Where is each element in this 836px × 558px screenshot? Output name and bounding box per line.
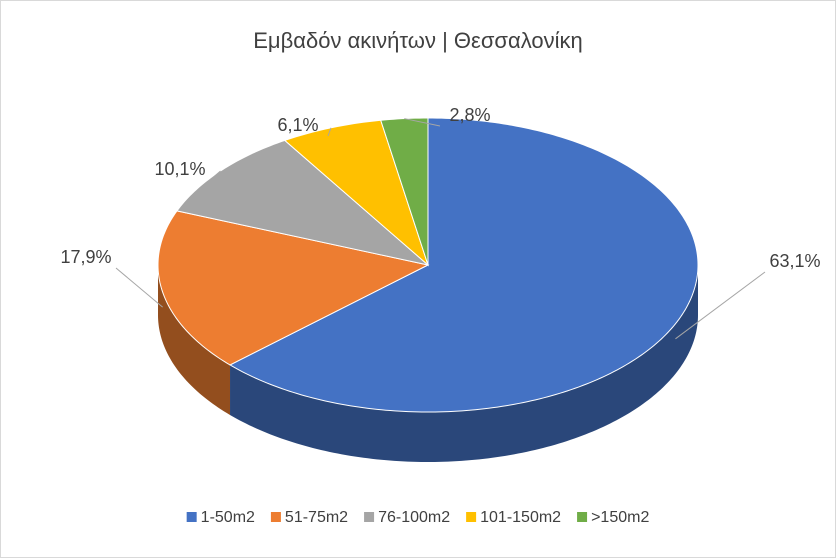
- leader-line: [675, 271, 766, 340]
- legend-swatch: [186, 512, 197, 522]
- leader-line: [327, 127, 332, 137]
- legend-label: >150m2: [591, 509, 649, 526]
- legend-label: 76-100m2: [378, 509, 450, 526]
- data-label: 2,8%: [449, 105, 490, 125]
- legend-label: 51-75m2: [285, 509, 348, 526]
- legend-swatch: [364, 512, 375, 522]
- legend-label: 101-150m2: [480, 509, 561, 526]
- slice: [176, 139, 429, 266]
- chart-title: Εμβαδόν ακινήτων | Θεσσαλονίκη: [253, 28, 582, 53]
- data-label: 6,1%: [277, 115, 318, 135]
- legend-swatch: [577, 512, 588, 522]
- slice-side: [230, 265, 698, 462]
- slice-side: [158, 265, 231, 415]
- legend-label: 1-50m2: [201, 509, 255, 526]
- data-label: 17,9%: [60, 247, 111, 267]
- leader-line: [404, 118, 441, 127]
- slice: [228, 117, 699, 413]
- legend-swatch: [270, 512, 281, 522]
- legend-swatch: [466, 512, 477, 522]
- data-label: 10,1%: [154, 159, 205, 179]
- legend: 1-50m2 51-75m2 76-100m2 101-150m2 >150m2: [186, 509, 649, 526]
- data-label: 63,1%: [769, 251, 820, 271]
- leader-line: [209, 170, 221, 181]
- slice: [157, 210, 430, 366]
- leader-line: [115, 267, 163, 308]
